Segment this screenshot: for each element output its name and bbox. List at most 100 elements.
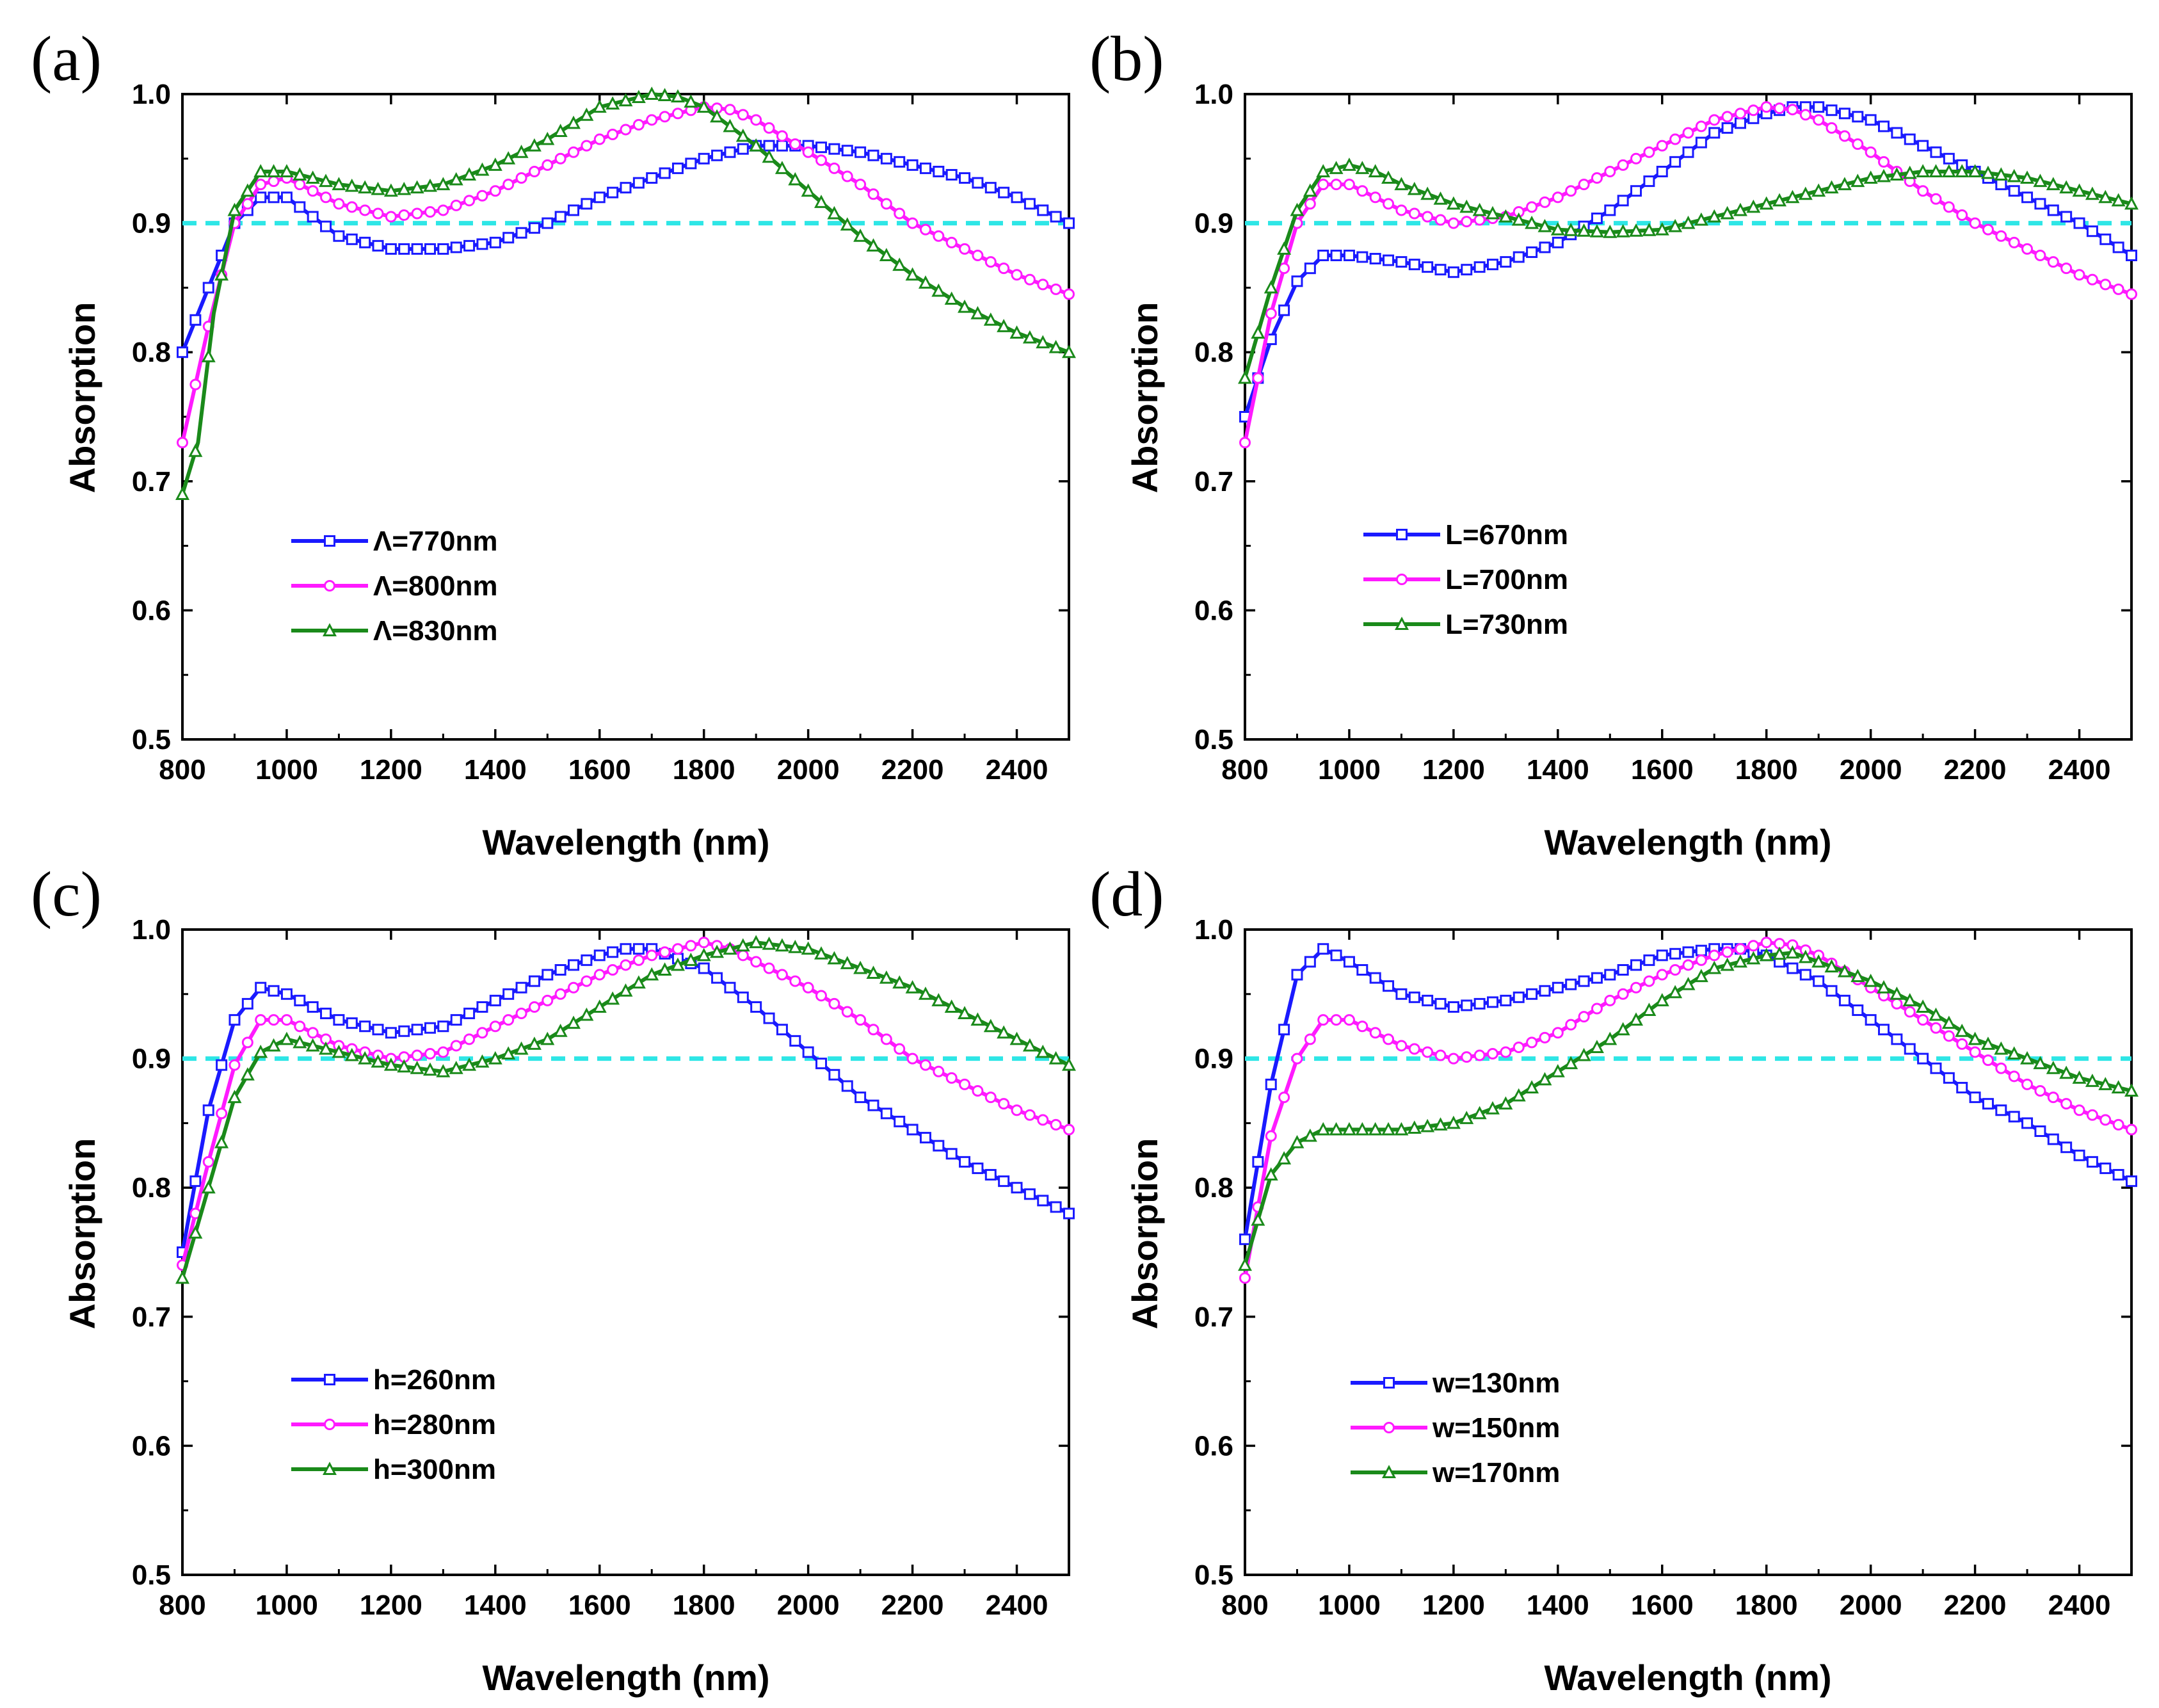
- data-point-c-3: [436, 1064, 451, 1077]
- data-point-c-3: [710, 944, 725, 958]
- data-point-b-1: [1473, 261, 1486, 273]
- data-point-b-3: [1955, 164, 1970, 177]
- x-tick-label-c: 1600: [568, 1590, 631, 1621]
- data-point-a-1: [815, 141, 828, 154]
- data-point-d-2: [1513, 1041, 1525, 1053]
- data-point-c-3: [240, 1067, 255, 1081]
- data-point-c-3: [475, 1054, 490, 1068]
- data-point-a-3: [997, 319, 1011, 332]
- data-point-b-2: [1356, 185, 1368, 197]
- data-point-d-3: [1850, 969, 1865, 983]
- data-point-c-1: [255, 981, 267, 994]
- data-point-b-3: [1420, 186, 1435, 200]
- data-point-d-3: [1877, 980, 1891, 994]
- data-point-d-1: [1591, 972, 1603, 984]
- data-point-d-1: [1461, 999, 1473, 1011]
- data-point-c-1: [959, 1156, 971, 1168]
- legend-marker-d-3: [1382, 1465, 1396, 1478]
- data-point-a-2: [346, 201, 358, 213]
- data-point-a-2: [841, 170, 853, 182]
- data-point-b-3: [2085, 186, 2099, 200]
- data-point-c-3: [905, 980, 920, 994]
- data-point-d-3: [1694, 969, 1708, 983]
- data-point-d-3: [1355, 1122, 1370, 1136]
- data-point-c-2: [685, 940, 697, 952]
- x-tick-label-a: 1600: [568, 754, 631, 786]
- data-point-d-2: [2126, 1124, 2137, 1136]
- data-point-a-1: [671, 162, 684, 174]
- data-point-c-2: [659, 946, 671, 958]
- data-point-b-1: [1317, 250, 1329, 261]
- data-point-c-2: [998, 1098, 1010, 1110]
- data-point-c-1: [802, 1046, 814, 1058]
- data-point-c-1: [711, 972, 723, 984]
- data-point-c-2: [241, 1036, 253, 1049]
- data-point-c-2: [620, 959, 632, 971]
- data-point-c-1: [815, 1058, 828, 1070]
- data-point-c-1: [933, 1140, 945, 1152]
- data-point-b-3: [1238, 370, 1252, 384]
- data-point-a-3: [175, 487, 189, 500]
- panel-label-a: (a): [31, 23, 102, 94]
- data-point-d-3: [1485, 1101, 1500, 1115]
- data-point-d-1: [1356, 964, 1368, 976]
- data-point-a-3: [1009, 325, 1024, 339]
- data-point-c-1: [333, 1014, 345, 1026]
- legend-marker-c-2: [324, 1419, 335, 1430]
- data-point-d-2: [1552, 1027, 1564, 1039]
- data-point-d-3: [1420, 1118, 1435, 1132]
- data-point-c-3: [371, 1054, 385, 1068]
- y-tick-label-c: 1.0: [132, 914, 171, 946]
- plot-frame-b: [1244, 93, 2133, 741]
- data-point-a-3: [592, 99, 607, 113]
- data-point-d-3: [1824, 959, 1839, 972]
- data-point-b-3: [1264, 280, 1278, 294]
- data-point-b-3: [1890, 167, 1904, 181]
- data-point-b-3: [1564, 222, 1578, 236]
- data-point-a-2: [307, 185, 319, 197]
- x-tick-label-b: 2000: [1840, 754, 1902, 786]
- data-point-a-1: [919, 162, 931, 174]
- data-point-d-1: [1513, 991, 1525, 1003]
- data-point-c-3: [1022, 1038, 1037, 1052]
- data-point-b-1: [1904, 133, 1916, 145]
- y-tick-label-d: 0.7: [1194, 1301, 1233, 1333]
- data-point-c-3: [227, 1090, 242, 1104]
- data-point-d-3: [1316, 1122, 1331, 1136]
- y-tick-label-d: 0.9: [1194, 1043, 1233, 1075]
- data-point-d-3: [1329, 1122, 1344, 1136]
- data-point-a-3: [462, 167, 477, 181]
- legend-marker-b-3: [1395, 616, 1409, 630]
- data-point-a-3: [618, 93, 633, 107]
- data-point-c-3: [383, 1057, 398, 1071]
- data-point-b-2: [2112, 283, 2124, 295]
- data-point-d-3: [1603, 1031, 1617, 1045]
- data-point-c-1: [476, 1001, 488, 1013]
- data-point-d-3: [1525, 1080, 1539, 1093]
- data-point-d-2: [2047, 1092, 2059, 1104]
- data-point-c-3: [410, 1061, 424, 1074]
- data-point-d-1: [1930, 1062, 1942, 1074]
- data-point-b-2: [1852, 138, 1864, 150]
- data-point-d-1: [1252, 1156, 1264, 1168]
- data-point-a-3: [436, 177, 451, 191]
- data-point-c-1: [828, 1068, 840, 1081]
- data-point-b-1: [1604, 204, 1616, 216]
- data-point-c-2: [828, 997, 840, 1010]
- data-point-a-3: [383, 183, 398, 197]
- data-point-a-3: [358, 180, 373, 194]
- data-point-d-1: [1604, 969, 1616, 981]
- legend-label-c-1: h=260nm: [373, 1364, 496, 1396]
- data-point-c-1: [241, 997, 253, 1010]
- data-point-a-2: [984, 256, 997, 268]
- data-point-b-2: [1747, 104, 1760, 117]
- data-point-b-3: [1994, 167, 2009, 181]
- data-point-a-1: [659, 167, 671, 179]
- panel-label-c: (c): [31, 858, 102, 930]
- data-point-c-3: [527, 1036, 542, 1050]
- data-point-b-1: [2021, 191, 2034, 204]
- panel-label-b: (b): [1089, 23, 1164, 94]
- y-axis-title-b: Absorption: [1125, 302, 1165, 494]
- data-point-b-1: [1513, 251, 1525, 263]
- data-point-b-3: [1824, 180, 1839, 194]
